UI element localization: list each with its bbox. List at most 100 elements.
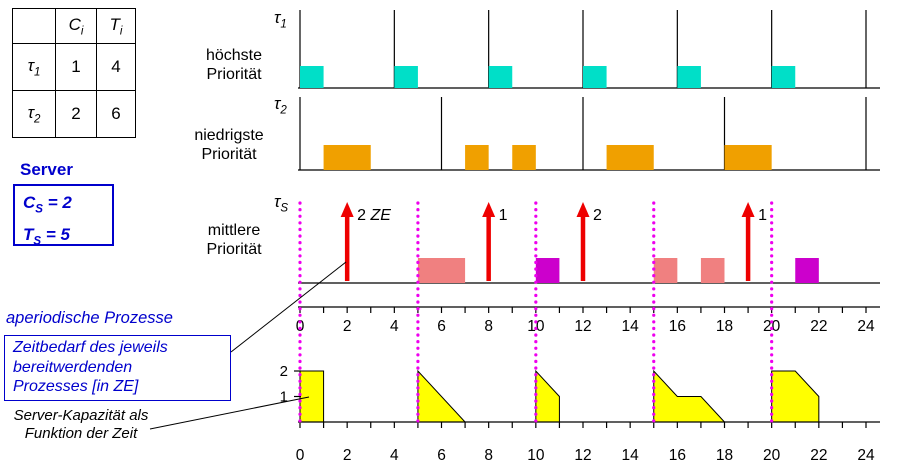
capacity-axis-label: 16 <box>669 447 686 464</box>
capacity-y-label: 2 <box>280 363 288 380</box>
tau1-priority-label: höchste Priorität <box>205 47 263 83</box>
capacity-shape <box>771 370 820 423</box>
col-header-ci: Ci <box>55 8 97 44</box>
cs-sub: S <box>35 203 43 216</box>
tau1-base: τ <box>27 55 34 75</box>
tau2-symbol: τ2 <box>274 94 287 116</box>
arrival-arrow-head <box>741 202 755 217</box>
tau1-execution-block <box>771 66 796 88</box>
task-parameter-table: Ci Ti τ1 1 4 τ2 2 6 <box>12 8 136 138</box>
server-execution-block <box>653 258 678 283</box>
row-header-tau2: τ2 <box>12 90 56 138</box>
time-axis-label: 8 <box>484 318 493 335</box>
server-execution-block <box>417 258 466 283</box>
time-axis-label: 20 <box>763 318 781 335</box>
tau2-base: τ <box>27 102 34 122</box>
server-symbol-sub: S <box>280 202 289 215</box>
capacity-note: Server-Kapazität als Funktion der Zeit <box>13 407 149 442</box>
time-axis-label: 22 <box>810 318 827 335</box>
capacity-shape <box>417 369 467 423</box>
time-axis-label: 6 <box>437 318 446 335</box>
arrival-arrow-head <box>482 202 496 217</box>
cs-value: = 2 <box>42 193 72 212</box>
server-symbol: τS <box>274 192 288 214</box>
ti-base: T <box>109 14 120 34</box>
tau2-symbol-base: τ <box>274 94 281 113</box>
tau2-execution-block <box>465 145 489 170</box>
cell-tau2-c: 2 <box>55 90 97 138</box>
time-axis-label: 12 <box>574 318 591 335</box>
aperiodic-processes-label: aperiodische Prozesse <box>6 309 173 327</box>
capacity-shape <box>535 369 560 423</box>
tau2-symbol-sub: 2 <box>280 104 287 117</box>
tau1-execution-block <box>488 66 513 88</box>
capacity-y-label: 1 <box>280 389 288 406</box>
arrival-arrow-head <box>576 202 590 217</box>
tau2-execution-block <box>323 145 371 170</box>
row-header-tau1: τ1 <box>12 43 56 91</box>
server-period-param: TS = 5 <box>23 222 112 254</box>
server-capacity-param: CS = 2 <box>23 190 112 222</box>
col-header-ti: Ti <box>96 8 136 44</box>
server-priority-label: mittlere Priorität <box>206 222 262 258</box>
time-axis-label: 0 <box>296 318 305 335</box>
tau2-priority-label: niedrigste Priorität <box>194 127 264 163</box>
arrival-arrow-head <box>340 202 354 217</box>
capacity-axis-label: 8 <box>484 447 493 464</box>
tau1-execution-block <box>583 66 607 88</box>
time-axis-label: 2 <box>343 318 352 335</box>
ts-value: = 5 <box>41 225 70 245</box>
arrival-amount-label: 2 <box>593 207 602 224</box>
demand-note-box: Zeitbedarf des jeweils bereitwerdenden P… <box>4 335 231 401</box>
capacity-axis-label: 18 <box>716 447 733 464</box>
cell-tau1-t: 4 <box>96 43 136 91</box>
tau2-execution-block <box>606 145 654 170</box>
cs-base: C <box>23 193 36 212</box>
capacity-axis-label: 20 <box>763 447 781 464</box>
ci-sub: i <box>80 25 84 38</box>
tau1-sub: 1 <box>33 66 41 79</box>
tau1-execution-block <box>394 66 418 88</box>
ci-base: C <box>68 14 81 34</box>
capacity-axis-label: 0 <box>296 447 305 464</box>
time-axis-label: 10 <box>527 318 545 335</box>
capacity-axis-label: 12 <box>574 447 591 464</box>
capacity-axis-label: 2 <box>343 447 352 464</box>
time-axis-label: 24 <box>857 318 875 335</box>
server-execution-block <box>700 258 725 283</box>
table-row: τ2 2 6 <box>12 90 136 138</box>
capacity-axis-label: 4 <box>390 447 399 464</box>
capacity-pointer-line <box>149 396 310 430</box>
capacity-axis-label: 6 <box>437 447 446 464</box>
ts-base: T <box>23 225 34 245</box>
tau2-execution-block <box>724 145 772 170</box>
capacity-axis-label: 22 <box>810 447 827 464</box>
tau2-execution-block <box>512 145 536 170</box>
arrival-amount-label: 1 <box>758 207 767 224</box>
time-axis-label: 14 <box>622 318 640 335</box>
server-execution-block <box>535 258 560 283</box>
table-header-row: Ci Ti <box>12 8 136 44</box>
capacity-axis-label: 14 <box>622 447 640 464</box>
capacity-axis-label: 10 <box>527 447 545 464</box>
capacity-shape <box>653 369 726 423</box>
server-title: Server <box>20 160 73 179</box>
cell-tau2-t: 6 <box>96 90 136 138</box>
server-params-box: CS = 2 TS = 5 <box>13 184 114 248</box>
server-execution-block <box>795 258 819 283</box>
tau1-symbol: τ1 <box>274 8 287 30</box>
arrival-amount-label: 1 <box>499 207 508 224</box>
cell-tau1-c: 1 <box>55 43 97 91</box>
capacity-axis-label: 24 <box>857 447 875 464</box>
table-corner-cell <box>12 8 56 44</box>
capacity-shape <box>299 370 325 423</box>
table-row: τ1 1 4 <box>12 43 136 91</box>
tau2-sub: 2 <box>33 113 41 126</box>
time-axis-label: 4 <box>390 318 399 335</box>
tau1-symbol-sub: 1 <box>280 18 287 31</box>
tau1-execution-block <box>300 66 324 88</box>
server-symbol-base: τ <box>274 192 281 211</box>
time-axis-label: 16 <box>669 318 686 335</box>
